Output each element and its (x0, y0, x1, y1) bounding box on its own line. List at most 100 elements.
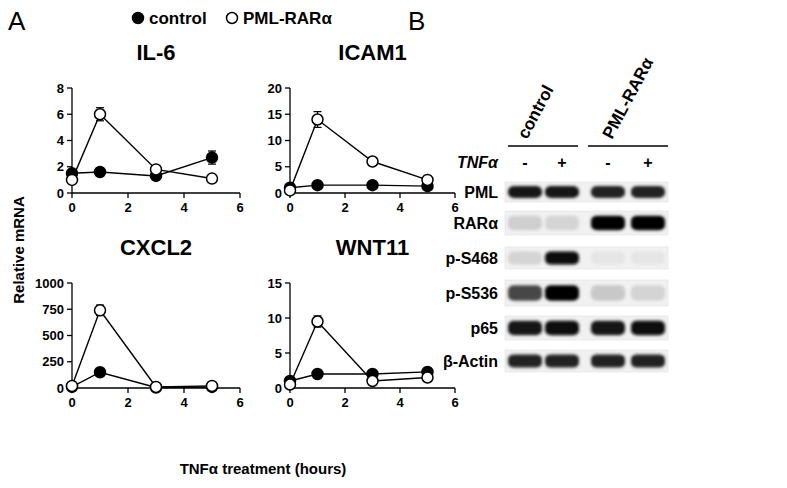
data-point (207, 152, 218, 163)
data-point (285, 185, 296, 196)
x-tick-label: 0 (68, 200, 75, 215)
y-tick-label: 2 (57, 159, 64, 174)
series-line (72, 114, 212, 180)
data-point (422, 372, 433, 383)
blot-band (631, 285, 665, 301)
blot-band (591, 216, 625, 230)
error-cap (314, 127, 322, 128)
blot-strip (505, 182, 668, 202)
x-tick-label: 0 (286, 395, 293, 410)
y-tick (285, 87, 290, 88)
chart: IL-6024680246 (57, 40, 244, 215)
x-tick (127, 388, 128, 393)
y-tick-label: 8 (57, 81, 64, 96)
data-point (207, 173, 218, 184)
blot-band (631, 216, 665, 230)
axis-label: TNFα treatment (hours) (180, 460, 347, 477)
y-tick-label: 15 (268, 276, 282, 291)
chart: ICAM1051015200246 (268, 40, 459, 215)
group-label: control (514, 82, 558, 142)
x-tick-label: 4 (396, 200, 404, 215)
y-tick-label: 0 (57, 186, 64, 201)
y-tick-label: 250 (42, 354, 64, 369)
blot-strip (505, 247, 668, 269)
data-point (312, 114, 323, 125)
y-tick-label: 10 (268, 133, 282, 148)
data-point (95, 305, 106, 316)
y-tick (285, 166, 290, 167)
x-axis (72, 192, 240, 193)
treatment-sign: - (605, 154, 610, 171)
plot-area (67, 108, 218, 186)
chart-title: CXCL2 (120, 235, 192, 260)
y-tick (67, 87, 72, 88)
blot-strip (505, 280, 668, 306)
chart-title: IL-6 (136, 40, 175, 65)
x-tick (399, 193, 400, 198)
blot-band (545, 321, 579, 335)
x-tick-label: 0 (286, 200, 293, 215)
series-line (72, 310, 212, 387)
group-underline (588, 145, 668, 147)
blot-band (591, 186, 625, 198)
series-line (72, 158, 212, 176)
blot-band (508, 251, 542, 264)
x-tick (127, 193, 128, 198)
blot-band (631, 251, 665, 264)
data-point (312, 316, 323, 327)
row-label: β-Actin (443, 353, 498, 370)
row-label: p-S536 (446, 285, 499, 302)
legend-label: control (149, 9, 207, 28)
blot-band (591, 251, 625, 264)
blot-band (508, 354, 542, 367)
figure: ABcontrolPML-RARαRelative mRNATNFα treat… (0, 0, 787, 488)
x-tick (239, 193, 240, 198)
legend-marker (133, 13, 144, 24)
data-point (95, 367, 106, 378)
x-axis (290, 387, 455, 388)
x-tick (454, 193, 455, 198)
data-point (285, 379, 296, 390)
y-tick (67, 140, 72, 141)
x-tick (183, 388, 184, 393)
group-label: PML-RARα (599, 54, 658, 142)
x-tick (344, 388, 345, 393)
row-label: PML (464, 184, 498, 201)
y-tick (285, 114, 290, 115)
series-line (290, 120, 428, 191)
x-tick-label: 4 (180, 200, 188, 215)
blot-band (545, 354, 579, 367)
x-tick-label: 4 (180, 395, 188, 410)
y-tick (285, 317, 290, 318)
legend-label: PML-RARα (243, 9, 332, 28)
x-tick-label: 2 (341, 395, 348, 410)
blot-band (591, 285, 625, 301)
x-tick (183, 193, 184, 198)
y-tick (67, 361, 72, 362)
series-line (72, 372, 212, 387)
x-tick-label: 6 (236, 395, 243, 410)
blot-band (545, 186, 579, 198)
treatment-sign: + (643, 154, 652, 171)
data-point (151, 381, 162, 392)
x-tick-label: 4 (396, 395, 404, 410)
x-tick-label: 6 (451, 200, 458, 215)
axis-label: Relative mRNA (10, 196, 27, 304)
treatment-sign: + (557, 154, 566, 171)
chart: WNT110510150246 (268, 235, 459, 410)
data-point (312, 180, 323, 191)
blot-band (631, 354, 665, 367)
y-axis (289, 283, 290, 388)
data-point (95, 167, 106, 178)
data-point (367, 180, 378, 191)
y-tick-label: 6 (57, 107, 64, 122)
blot: controlPML-RARαTNFα-+-+PMLRARαp-S468p-S5… (443, 54, 668, 372)
blot-band (631, 186, 665, 198)
y-tick-label: 10 (268, 311, 282, 326)
y-tick (285, 140, 290, 141)
y-tick (67, 192, 72, 193)
blot-strip (505, 211, 668, 235)
y-tick-label: 0 (57, 381, 64, 396)
legend-marker (227, 13, 238, 24)
blot-strip (505, 350, 668, 372)
